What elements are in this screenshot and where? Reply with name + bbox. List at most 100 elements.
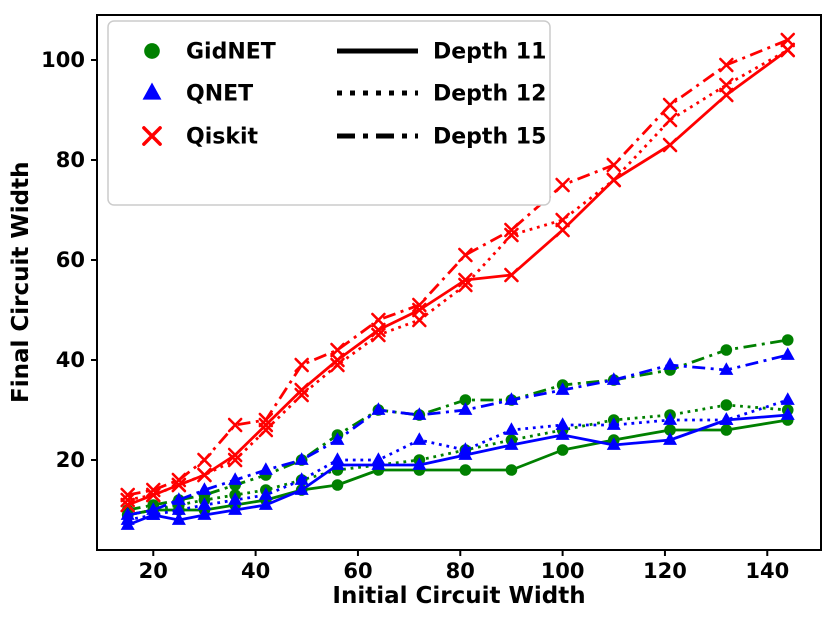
data-point-marker	[197, 497, 212, 510]
data-point-marker	[458, 272, 473, 288]
data-point-marker	[662, 112, 678, 128]
legend-item-depth-12: Depth 12	[337, 82, 546, 107]
data-point-marker	[146, 502, 161, 515]
data-point-marker	[171, 472, 187, 488]
data-point-marker	[780, 347, 795, 360]
data-point-marker	[258, 412, 274, 428]
y-tick-label: 40	[56, 348, 85, 372]
qnet-marker-icon	[142, 82, 162, 100]
series-qnet-depth-15	[120, 347, 795, 520]
data-point-marker	[663, 412, 678, 425]
data-point-marker	[555, 177, 570, 193]
data-point-marker	[171, 492, 186, 505]
data-point-marker	[330, 452, 345, 465]
data-point-marker	[412, 432, 427, 445]
series-qnet-depth-12	[120, 392, 795, 525]
legend-label: Depth 11	[433, 40, 546, 65]
x-tick-label: 20	[139, 559, 168, 583]
y-tick-label: 100	[41, 48, 85, 72]
data-point-marker	[720, 344, 733, 356]
legend-label: QNET	[186, 82, 253, 107]
y-tick-label: 80	[56, 148, 85, 172]
axis-ticks: 20 40 60 80 100 120 140 20 40 60 80 100	[41, 48, 789, 583]
x-axis-label: Initial Circuit Width	[332, 583, 586, 609]
data-point-marker	[663, 432, 678, 445]
data-point-marker	[458, 247, 473, 263]
data-point-marker	[258, 462, 273, 475]
data-point-marker	[662, 137, 678, 153]
legend-item-qiskit: Qiskit	[142, 125, 259, 150]
data-point-marker	[719, 57, 734, 73]
gidnet-marker-icon	[144, 43, 160, 59]
data-point-marker	[662, 97, 678, 113]
data-point-marker	[120, 492, 135, 508]
data-point-marker	[120, 497, 135, 513]
data-point-marker	[197, 482, 212, 495]
data-point-marker	[145, 487, 161, 503]
data-point-marker	[780, 42, 796, 58]
data-point-marker	[719, 77, 734, 93]
data-point-marker	[412, 297, 427, 313]
data-point-marker	[458, 442, 473, 455]
series-qiskit-depth-15	[120, 32, 796, 503]
data-point-marker	[331, 479, 344, 491]
data-point-marker	[171, 477, 187, 493]
data-point-marker	[412, 407, 427, 420]
data-point-marker	[294, 382, 309, 398]
legend-item-depth-11: Depth 11	[337, 40, 546, 65]
series-line	[127, 403, 788, 517]
data-point-marker	[120, 487, 135, 503]
data-point-marker	[330, 342, 345, 358]
data-point-marker	[228, 502, 243, 515]
data-point-marker	[606, 437, 621, 450]
data-point-marker	[227, 452, 243, 468]
data-point-marker	[663, 357, 678, 370]
data-point-marker	[258, 487, 273, 500]
data-point-marker	[294, 357, 309, 373]
data-point-marker	[664, 424, 676, 436]
x-tick-label: 40	[241, 559, 270, 583]
data-point-marker	[228, 472, 243, 485]
series-qiskit-depth-12	[120, 42, 796, 508]
data-point-marker	[555, 427, 570, 440]
data-point-marker	[720, 424, 733, 436]
x-tick-label: 60	[343, 559, 372, 583]
data-point-marker	[412, 312, 427, 328]
data-point-marker	[228, 492, 243, 505]
data-point-marker	[555, 212, 570, 228]
data-point-marker	[197, 452, 212, 468]
data-point-marker	[258, 497, 273, 510]
data-point-marker	[719, 87, 734, 103]
data-point-marker	[294, 472, 309, 485]
data-point-marker	[371, 327, 386, 343]
data-point-marker	[504, 437, 519, 450]
data-point-marker	[120, 507, 135, 520]
data-point-marker	[371, 402, 386, 415]
x-tick-label: 120	[643, 559, 687, 583]
legend: GidNET QNET Qiskit Depth 11 Depth 12 Depth 15	[107, 20, 551, 206]
data-point-marker	[556, 444, 569, 456]
legend-label: Qiskit	[186, 125, 259, 150]
y-tick-label: 20	[56, 448, 85, 472]
data-point-marker	[719, 412, 734, 425]
data-point-marker	[371, 322, 386, 338]
legend-label: Depth 15	[433, 125, 546, 150]
data-point-marker	[719, 362, 734, 375]
data-point-marker	[780, 407, 795, 420]
data-point-marker	[330, 352, 345, 368]
data-point-marker	[606, 372, 621, 385]
data-point-marker	[171, 502, 186, 515]
data-point-marker	[780, 392, 795, 405]
data-point-marker	[780, 32, 796, 48]
data-point-marker	[459, 394, 472, 406]
data-point-marker	[555, 417, 570, 430]
data-point-marker	[606, 172, 622, 188]
data-point-marker	[504, 222, 519, 238]
data-point-marker	[412, 457, 427, 470]
data-point-marker	[258, 422, 274, 438]
data-point-marker	[171, 512, 186, 525]
data-point-marker	[294, 387, 309, 403]
data-point-marker	[145, 482, 161, 498]
